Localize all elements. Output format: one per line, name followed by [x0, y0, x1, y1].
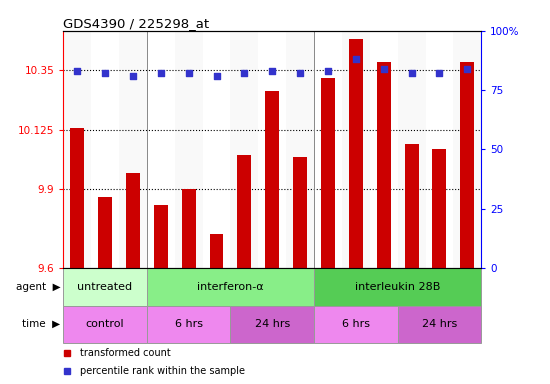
Point — [379, 66, 388, 72]
Bar — [175, 31, 202, 268]
Point — [240, 70, 249, 76]
Bar — [349, 39, 363, 268]
Bar — [377, 62, 390, 268]
Bar — [293, 157, 307, 268]
Bar — [342, 31, 370, 268]
Point — [323, 68, 332, 74]
Bar — [230, 306, 314, 343]
Bar — [63, 31, 91, 268]
Point — [212, 73, 221, 79]
Bar — [426, 31, 453, 268]
Bar — [314, 31, 342, 268]
Text: time  ▶: time ▶ — [23, 319, 60, 329]
Bar — [91, 31, 119, 268]
Bar — [147, 306, 230, 343]
Bar — [398, 306, 481, 343]
Text: GDS4390 / 225298_at: GDS4390 / 225298_at — [63, 17, 210, 30]
Bar — [405, 144, 419, 268]
Bar — [453, 31, 481, 268]
Point — [351, 56, 360, 62]
Text: untreated: untreated — [78, 282, 133, 292]
Bar — [63, 268, 147, 306]
Text: transformed count: transformed count — [80, 348, 170, 358]
Bar — [314, 306, 398, 343]
Bar — [370, 31, 398, 268]
Text: control: control — [86, 319, 124, 329]
Bar — [119, 31, 147, 268]
Text: percentile rank within the sample: percentile rank within the sample — [80, 366, 245, 376]
Point — [463, 66, 472, 72]
Bar — [238, 155, 251, 268]
Bar — [314, 268, 481, 306]
Bar — [126, 173, 140, 268]
Point — [407, 70, 416, 76]
Point — [184, 70, 193, 76]
Bar — [98, 197, 112, 268]
Point — [101, 70, 109, 76]
Text: interferon-α: interferon-α — [197, 282, 264, 292]
Bar — [147, 268, 314, 306]
Text: agent  ▶: agent ▶ — [16, 282, 61, 292]
Bar — [321, 78, 335, 268]
Text: interleukin 28B: interleukin 28B — [355, 282, 441, 292]
Point — [268, 68, 277, 74]
Point — [156, 70, 165, 76]
Bar — [398, 31, 426, 268]
Text: 24 hrs: 24 hrs — [255, 319, 290, 329]
Point — [73, 68, 81, 74]
Bar — [286, 31, 314, 268]
Bar — [230, 31, 258, 268]
Text: 6 hrs: 6 hrs — [175, 319, 202, 329]
Bar — [460, 62, 474, 268]
Bar — [202, 31, 230, 268]
Point — [129, 73, 138, 79]
Text: 24 hrs: 24 hrs — [422, 319, 457, 329]
Bar — [63, 306, 147, 343]
Bar — [70, 128, 84, 268]
Text: 6 hrs: 6 hrs — [342, 319, 370, 329]
Bar — [432, 149, 447, 268]
Point — [435, 70, 444, 76]
Point — [296, 70, 305, 76]
Bar — [210, 234, 223, 268]
Bar — [265, 91, 279, 268]
Bar — [258, 31, 286, 268]
Bar — [182, 189, 196, 268]
Bar — [147, 31, 175, 268]
Bar — [154, 205, 168, 268]
